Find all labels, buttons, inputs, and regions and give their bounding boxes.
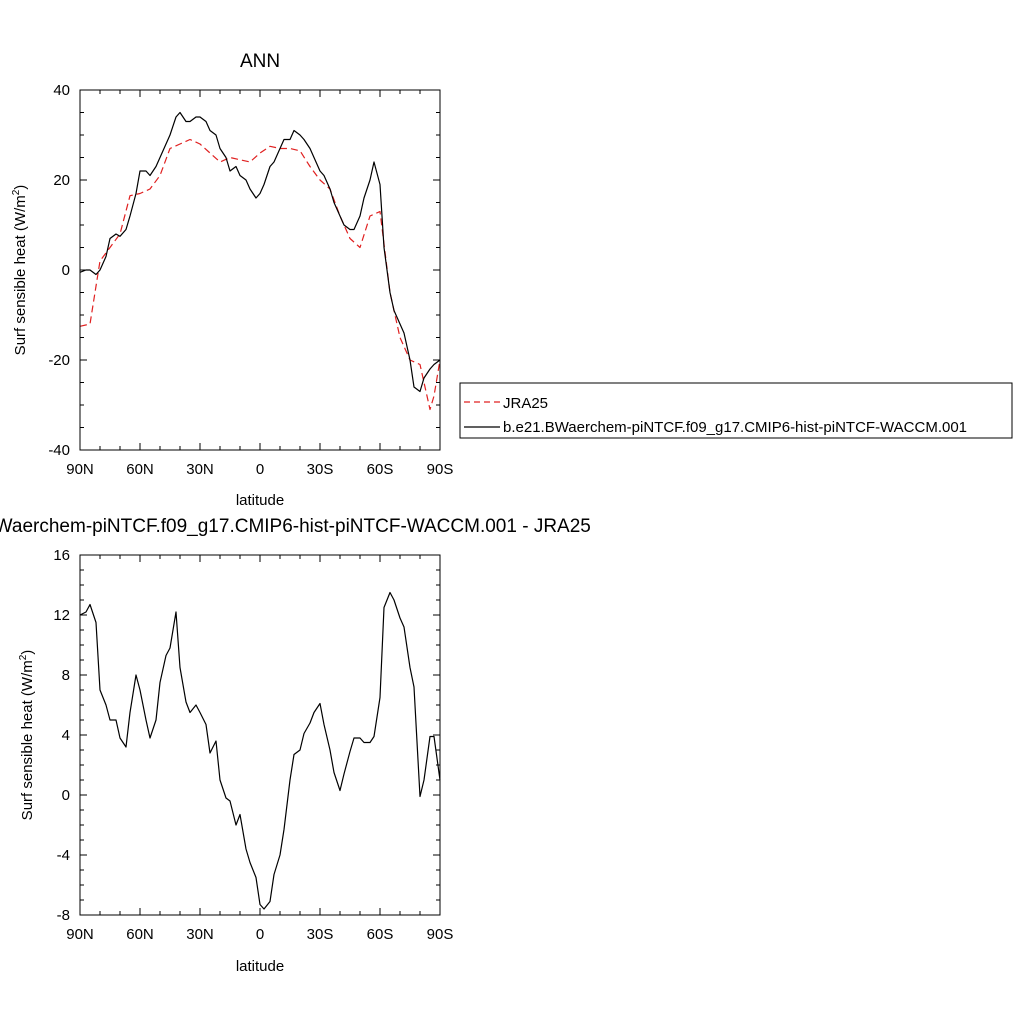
- top-ytick-label-3: -20: [48, 352, 70, 369]
- bottom-x-axis: 90N 60N 30N 0 30S 60S 90S: [66, 555, 453, 943]
- top-xtick-label-6: 90S: [427, 461, 454, 478]
- top-ytick-label-4: -40: [48, 442, 70, 459]
- bottom-xtick-label-6: 90S: [427, 926, 454, 943]
- bottom-xtick-label-1: 60N: [126, 926, 154, 943]
- top-xtick-label-1: 60N: [126, 461, 154, 478]
- top-xtick-label-4: 30S: [307, 461, 334, 478]
- bottom-x-axis-label: latitude: [236, 958, 284, 975]
- bottom-ytick-label-3: 4: [62, 727, 70, 744]
- top-y-axis-label-main: Surf sensible heat (W/m: [12, 195, 29, 355]
- top-xtick-label-5: 60S: [367, 461, 394, 478]
- bottom-xtick-label-2: 30N: [186, 926, 214, 943]
- bottom-xtick-label-5: 60S: [367, 926, 394, 943]
- bottom-y-axis: 16 12 8 4 0 -4 -8: [53, 547, 440, 924]
- bottom-ytick-label-5: -4: [57, 847, 70, 864]
- top-xtick-label-0: 90N: [66, 461, 94, 478]
- top-ytick-label-0: 40: [53, 82, 70, 99]
- bottom-xtick-label-0: 90N: [66, 926, 94, 943]
- top-panel: ANN 90N 60N 30N 0 30S 60S 90S 40 20 0 -20 -40 lati…: [11, 51, 453, 509]
- legend-label-model: b.e21.BWaerchem-piNTCF.f09_g17.CMIP6-his…: [503, 419, 967, 436]
- top-xtick-label-3: 0: [256, 461, 264, 478]
- bottom-ytick-label-2: 8: [62, 667, 70, 684]
- bottom-ytick-label-0: 16: [53, 547, 70, 564]
- bottom-series-line-0: [79, 591, 441, 910]
- bottom-panel: b.e21.BWaerchem-piNTCF.f09_g17.CMIP6-his…: [0, 516, 591, 975]
- top-plot-series: [79, 111, 441, 411]
- bottom-ytick-label-6: -8: [57, 907, 70, 924]
- bottom-chart-title: b.e21.BWaerchem-piNTCF.f09_g17.CMIP6-his…: [0, 516, 591, 537]
- top-xtick-label-2: 30N: [186, 461, 214, 478]
- top-series-line-0: [79, 138, 441, 411]
- top-ytick-label-1: 20: [53, 172, 70, 189]
- bottom-plot-series: [79, 591, 441, 910]
- bottom-ytick-label-1: 12: [53, 607, 70, 624]
- top-y-axis: 40 20 0 -20 -40: [48, 82, 440, 459]
- top-y-axis-label-end: ): [12, 185, 29, 190]
- bottom-y-axis-label-end: ): [19, 650, 36, 655]
- bottom-y-axis-label-main: Surf sensible heat (W/m: [19, 660, 36, 820]
- legend-box: [459, 382, 1013, 439]
- top-series-line-1: [79, 111, 441, 393]
- bottom-y-axis-label: Surf sensible heat (W/m2): [18, 650, 36, 821]
- bottom-y-axis-label-sup: 2: [18, 654, 29, 660]
- bottom-ytick-label-4: 0: [62, 787, 70, 804]
- top-ytick-label-2: 0: [62, 262, 70, 279]
- legend: JRA25 b.e21.BWaerchem-piNTCF.f09_g17.CMI…: [459, 382, 1013, 439]
- top-y-axis-label-sup: 2: [11, 189, 22, 195]
- bottom-xtick-label-4: 30S: [307, 926, 334, 943]
- top-x-axis-label: latitude: [236, 492, 284, 509]
- bottom-xtick-label-3: 0: [256, 926, 264, 943]
- top-x-axis: 90N 60N 30N 0 30S 60S 90S: [66, 90, 453, 478]
- top-plot-frame: [79, 89, 441, 451]
- bottom-plot-frame: [79, 554, 441, 916]
- legend-label-jra25: JRA25: [503, 395, 548, 412]
- top-chart-title: ANN: [240, 51, 280, 72]
- top-y-axis-label: Surf sensible heat (W/m2): [11, 185, 29, 356]
